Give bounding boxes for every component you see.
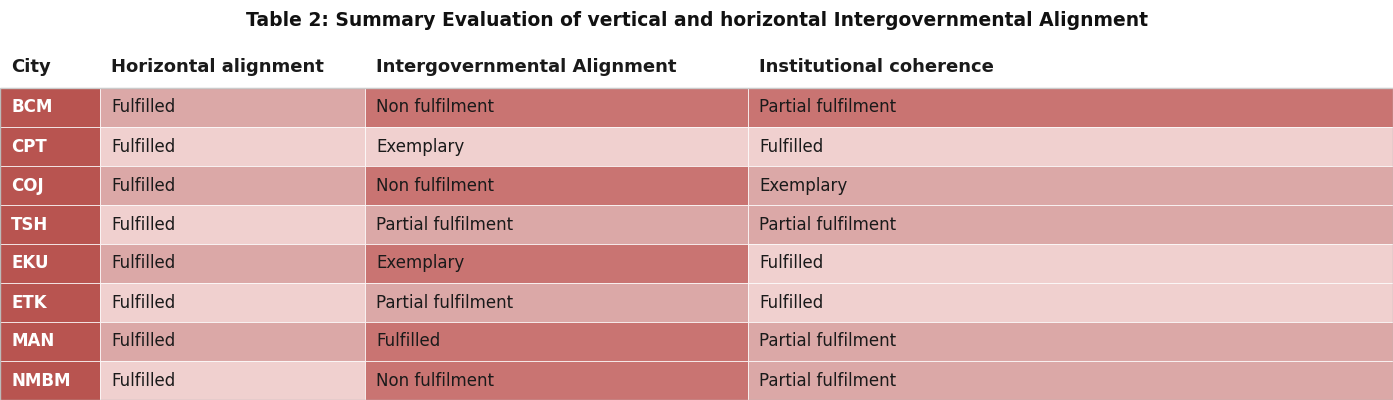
Bar [100, 361, 365, 400]
Text: Fulfilled: Fulfilled [111, 176, 176, 194]
Text: Partial fulfilment: Partial fulfilment [759, 372, 896, 390]
Text: EKU: EKU [11, 254, 49, 272]
Bar [0, 46, 1393, 88]
Text: TSH: TSH [11, 216, 49, 234]
Text: Fulfilled: Fulfilled [759, 294, 823, 312]
Bar [748, 361, 1393, 400]
Text: Partial fulfilment: Partial fulfilment [759, 98, 896, 116]
Text: Non fulfilment: Non fulfilment [376, 98, 495, 116]
Bar [0, 127, 100, 166]
Bar [100, 88, 365, 127]
Bar [748, 205, 1393, 244]
Text: COJ: COJ [11, 176, 43, 194]
Text: Partial fulfilment: Partial fulfilment [376, 216, 513, 234]
Bar [100, 322, 365, 361]
Bar [0, 244, 100, 283]
Text: ETK: ETK [11, 294, 47, 312]
Text: Fulfilled: Fulfilled [111, 294, 176, 312]
Bar [0, 88, 1393, 400]
Text: Fulfilled: Fulfilled [111, 138, 176, 156]
Text: Non fulfilment: Non fulfilment [376, 372, 495, 390]
Bar [365, 205, 748, 244]
Bar [100, 244, 365, 283]
Text: Exemplary: Exemplary [759, 176, 847, 194]
Text: Exemplary: Exemplary [376, 254, 464, 272]
Text: Fulfilled: Fulfilled [759, 254, 823, 272]
Bar [0, 205, 100, 244]
Bar [365, 283, 748, 322]
Text: MAN: MAN [11, 332, 54, 350]
Bar [748, 88, 1393, 127]
Text: Exemplary: Exemplary [376, 138, 464, 156]
Text: Table 2: Summary Evaluation of vertical and horizontal Intergovernmental Alignme: Table 2: Summary Evaluation of vertical … [245, 11, 1148, 30]
Bar [748, 166, 1393, 205]
Text: NMBM: NMBM [11, 372, 71, 390]
Bar [748, 244, 1393, 283]
Bar [365, 244, 748, 283]
Text: Non fulfilment: Non fulfilment [376, 176, 495, 194]
Bar [100, 166, 365, 205]
Bar [0, 88, 100, 127]
Bar [0, 283, 100, 322]
Text: Fulfilled: Fulfilled [759, 138, 823, 156]
Text: Fulfilled: Fulfilled [111, 254, 176, 272]
Bar [365, 88, 748, 127]
Text: BCM: BCM [11, 98, 53, 116]
Text: Fulfilled: Fulfilled [111, 216, 176, 234]
Bar [100, 283, 365, 322]
Text: Partial fulfilment: Partial fulfilment [759, 332, 896, 350]
Text: Fulfilled: Fulfilled [111, 98, 176, 116]
Text: Fulfilled: Fulfilled [111, 332, 176, 350]
Text: Fulfilled: Fulfilled [111, 372, 176, 390]
Text: Horizontal alignment: Horizontal alignment [111, 58, 325, 76]
Text: Fulfilled: Fulfilled [376, 332, 440, 350]
Bar [748, 127, 1393, 166]
Bar [748, 322, 1393, 361]
Text: Institutional coherence: Institutional coherence [759, 58, 995, 76]
Bar [100, 205, 365, 244]
Text: City: City [11, 58, 52, 76]
Bar [0, 361, 100, 400]
Text: Intergovernmental Alignment: Intergovernmental Alignment [376, 58, 677, 76]
Bar [748, 283, 1393, 322]
Bar [365, 322, 748, 361]
Bar [0, 322, 100, 361]
Bar [365, 166, 748, 205]
Text: CPT: CPT [11, 138, 47, 156]
Text: Partial fulfilment: Partial fulfilment [376, 294, 513, 312]
Bar [0, 166, 100, 205]
Bar [100, 127, 365, 166]
Text: Partial fulfilment: Partial fulfilment [759, 216, 896, 234]
Bar [365, 127, 748, 166]
Bar [365, 361, 748, 400]
